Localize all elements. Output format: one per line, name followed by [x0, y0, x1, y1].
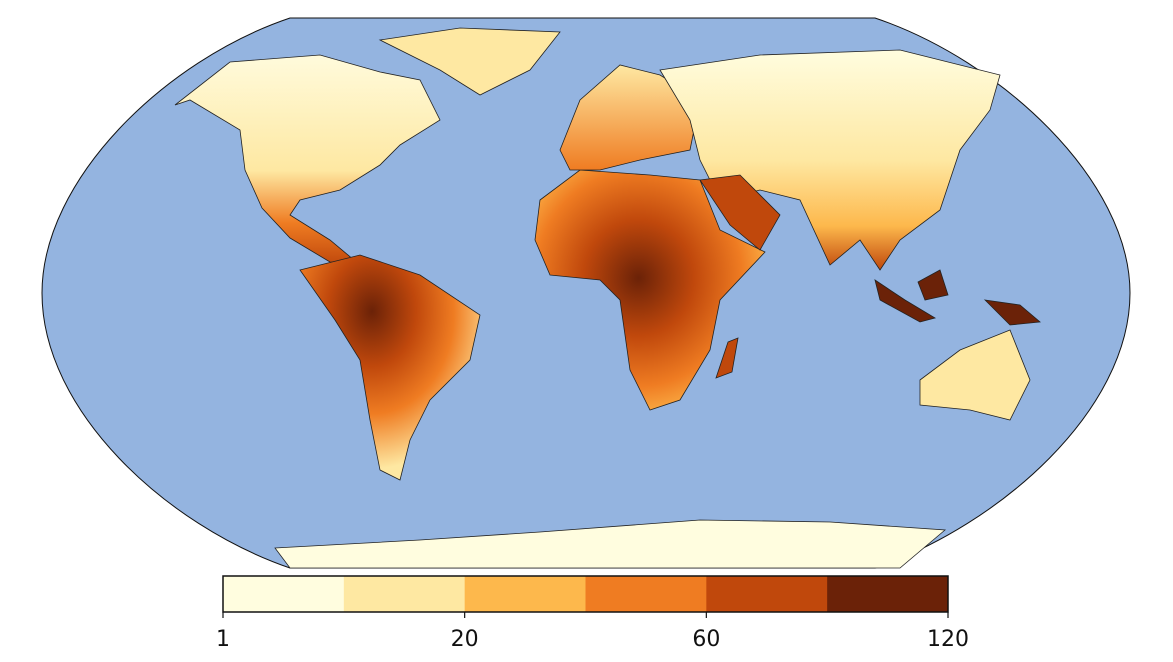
south-america	[299, 254, 481, 481]
indonesia	[874, 279, 937, 323]
borneo	[917, 269, 949, 301]
colorbar: 1 20 60 120	[216, 575, 969, 652]
colorbar-tick-label: 20	[451, 627, 479, 652]
antarctica	[274, 519, 947, 569]
greenland	[378, 27, 561, 96]
australia	[919, 329, 1031, 421]
colorbar-bin	[223, 576, 345, 612]
colorbar-bin	[343, 576, 466, 612]
arabia	[699, 174, 781, 251]
colorbar-bin	[827, 576, 949, 612]
colorbar-tick-label: 60	[692, 627, 720, 652]
colorbar-tick-label: 120	[927, 627, 969, 652]
north-america	[174, 54, 441, 266]
colorbar-bin	[464, 576, 586, 612]
colorbar-bin	[706, 576, 828, 612]
colorbar-tick-label: 1	[216, 627, 230, 652]
land	[174, 27, 1041, 569]
colorbar-frame	[222, 575, 949, 613]
new-guinea	[983, 299, 1041, 326]
madagascar	[715, 337, 739, 379]
colorbar-bin	[585, 576, 707, 612]
africa	[534, 169, 766, 411]
